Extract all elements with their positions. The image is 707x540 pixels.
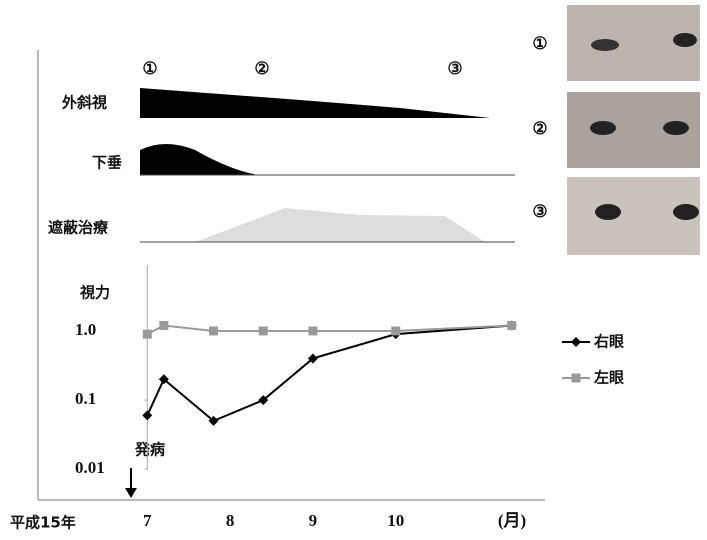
- marker: [308, 326, 317, 335]
- stage-label: ②: [254, 59, 269, 78]
- photo-label: ①: [532, 34, 547, 53]
- photo-label: ②: [532, 119, 547, 138]
- finding-label: 遮蔽治療: [48, 219, 109, 237]
- finding-label: 下垂: [92, 154, 122, 172]
- x-tick-label: 10: [387, 511, 404, 530]
- y-tick-label: 0.1: [75, 389, 96, 408]
- legend-label: 左眼: [593, 369, 624, 387]
- stage-label: ①: [142, 59, 157, 78]
- y-tick-label: 0.01: [75, 458, 105, 477]
- marker: [572, 374, 581, 383]
- finding-label: 外斜視: [61, 94, 107, 112]
- x-tick-label: 8: [226, 511, 235, 530]
- y-axis-label: 視力: [79, 284, 110, 302]
- x-tick-label: 7: [143, 511, 152, 530]
- y-tick-label: 1.0: [75, 320, 96, 339]
- photo: [567, 5, 700, 255]
- marker: [259, 326, 268, 335]
- ptosis-shape: [140, 144, 258, 175]
- marker: [507, 321, 516, 330]
- marker: [571, 337, 581, 347]
- stage-label: ③: [447, 59, 462, 78]
- x-axis-label: (月): [498, 511, 526, 530]
- occlusion-shape: [195, 208, 485, 242]
- year-label: 平成15年: [10, 514, 76, 532]
- photo-label: ③: [532, 202, 547, 221]
- series-line: [147, 325, 511, 420]
- annotation: 発病: [134, 441, 165, 459]
- onset-arrow-head: [125, 488, 137, 498]
- legend-label: 右眼: [594, 333, 624, 351]
- marker: [159, 321, 168, 330]
- marker: [142, 410, 152, 420]
- x-tick-label: 9: [309, 511, 318, 530]
- marker: [209, 326, 218, 335]
- chart: ① ② ③ 外斜視 下垂 遮蔽治療 ① ② ③ 視力 平成15年 (月) 発病 …: [0, 0, 707, 540]
- marker: [143, 330, 152, 339]
- page: ① ② ③ 外斜視 下垂 遮蔽治療 ① ② ③ 視力 平成15年 (月) 発病 …: [0, 0, 707, 540]
- exotropia-shape: [140, 88, 490, 118]
- marker: [391, 326, 400, 335]
